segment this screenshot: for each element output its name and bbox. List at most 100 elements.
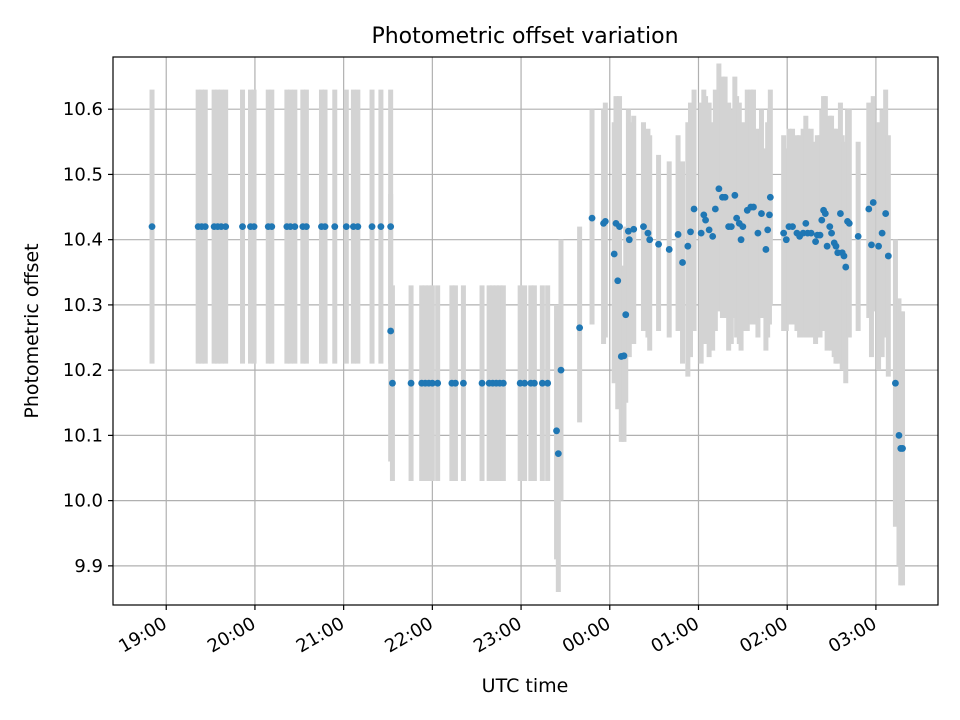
data-point	[250, 223, 258, 231]
data-point	[884, 252, 892, 260]
data-point	[821, 210, 829, 217]
axes-frame	[112, 56, 939, 606]
data-point	[837, 210, 844, 217]
data-point	[601, 218, 609, 225]
data-point	[291, 223, 299, 231]
data-point	[679, 259, 686, 266]
data-point	[544, 379, 552, 387]
data-point	[452, 379, 459, 387]
data-point	[782, 236, 790, 244]
data-point	[697, 229, 705, 237]
data-point	[737, 236, 745, 244]
data-point	[702, 216, 709, 224]
data-point	[499, 379, 507, 387]
y-axis-label: Photometric offset	[21, 243, 43, 418]
x-axis-label: UTC time	[482, 675, 569, 697]
data-point	[892, 379, 899, 387]
data-point	[733, 214, 741, 222]
data-point	[754, 229, 762, 237]
y-tick-label: 10.4	[63, 230, 103, 251]
data-point	[823, 242, 831, 250]
data-point	[895, 431, 903, 439]
data-point	[700, 211, 708, 219]
data-point	[530, 379, 538, 387]
data-point	[865, 205, 873, 213]
data-point	[614, 277, 622, 285]
data-point	[630, 225, 638, 233]
data-point	[868, 241, 875, 249]
data-point	[826, 223, 834, 231]
data-point	[731, 191, 739, 199]
data-point	[554, 450, 562, 458]
data-point	[766, 211, 773, 219]
data-point	[854, 233, 862, 240]
data-point	[840, 252, 848, 260]
data-point	[622, 311, 630, 319]
y-tick-label: 10.0	[63, 491, 103, 512]
data-point	[368, 223, 376, 231]
data-point	[828, 229, 835, 237]
data-point	[239, 223, 246, 231]
data-point	[389, 379, 396, 387]
data-point	[739, 223, 747, 231]
data-point	[758, 210, 765, 217]
data-point	[331, 223, 339, 231]
y-tick-label: 10.1	[63, 425, 103, 446]
data-point	[709, 233, 717, 240]
data-point	[665, 246, 673, 253]
data-point	[387, 223, 395, 231]
data-point	[387, 327, 395, 335]
data-point	[201, 223, 209, 231]
data-point	[616, 223, 623, 231]
chart-title: Photometric offset variation	[371, 24, 678, 49]
data-point	[460, 379, 467, 387]
data-point	[354, 223, 362, 231]
data-point	[705, 226, 713, 234]
data-point	[750, 203, 757, 211]
data-point	[869, 199, 877, 206]
data-point	[625, 227, 632, 235]
data-point	[727, 223, 735, 231]
data-point	[845, 219, 853, 227]
data-point	[222, 223, 230, 231]
data-point	[576, 324, 584, 332]
y-tick-label: 10.3	[63, 295, 103, 316]
y-tick-label: 9.9	[74, 556, 103, 577]
data-point	[434, 379, 442, 387]
data-point	[557, 366, 565, 374]
data-point	[268, 223, 276, 231]
data-point	[690, 205, 698, 213]
data-point	[882, 210, 890, 217]
data-point	[780, 229, 788, 237]
data-point	[875, 242, 882, 250]
y-tick-label: 10.6	[63, 99, 103, 120]
data-point	[812, 238, 819, 246]
data-point	[428, 379, 436, 387]
data-point	[302, 223, 310, 231]
data-point	[538, 379, 546, 387]
data-point	[407, 379, 415, 387]
data-point	[711, 205, 719, 213]
data-point	[644, 229, 652, 237]
data-point	[687, 228, 694, 236]
data-point	[553, 427, 560, 435]
data-point	[342, 223, 350, 231]
data-point	[620, 352, 628, 360]
data-point	[802, 219, 810, 227]
data-point	[478, 379, 486, 387]
data-point	[625, 236, 633, 244]
data-point	[899, 445, 906, 452]
data-point	[762, 246, 770, 253]
data-point	[818, 216, 826, 224]
y-tick-label: 10.2	[63, 360, 103, 381]
data-point	[646, 236, 654, 244]
data-point	[610, 250, 618, 258]
data-point	[588, 214, 596, 222]
data-point	[764, 226, 772, 234]
data-point	[816, 231, 824, 239]
data-point	[878, 229, 886, 237]
data-point	[640, 223, 647, 231]
y-tick-label: 10.5	[63, 164, 103, 185]
data-point	[807, 229, 815, 237]
